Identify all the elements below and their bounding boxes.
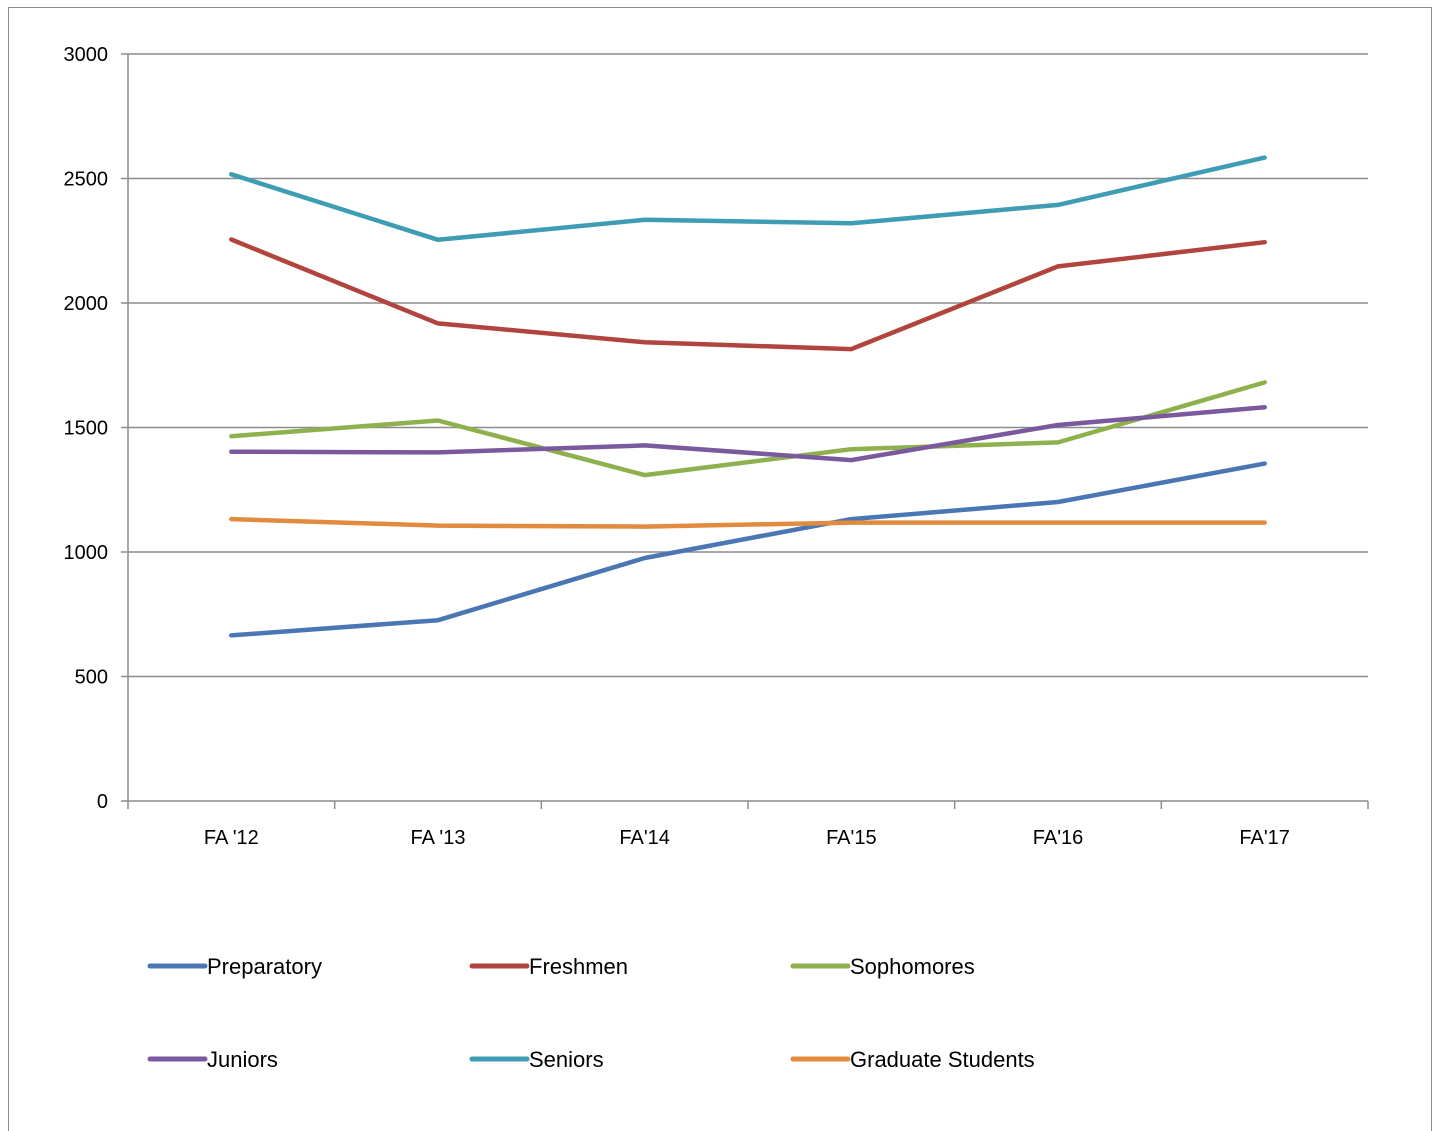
x-tick-label: FA '12	[204, 827, 259, 849]
legend-label: Sophomores	[850, 954, 975, 979]
series-lines	[229, 155, 1267, 638]
axes	[121, 53, 1369, 809]
series-line-preparatory	[229, 461, 1267, 638]
legend-item: Juniors	[147, 1047, 278, 1072]
y-tick-label: 1500	[64, 418, 109, 440]
y-tick-label: 500	[75, 667, 108, 689]
x-tick-label: FA '13	[411, 827, 466, 849]
series-line-juniors	[229, 405, 1267, 463]
legend-label: Freshmen	[529, 954, 628, 979]
legend: Preparatory Freshmen Sophomores Juniors Seni…	[147, 954, 1035, 1072]
series-line-sophomores	[229, 380, 1267, 478]
x-tick-label: FA'14	[619, 827, 670, 849]
chart-area	[8, 7, 1432, 1131]
x-tick-label: FA'17	[1239, 827, 1290, 849]
legend-label: Juniors	[207, 1047, 278, 1072]
legend-item: Freshmen	[469, 954, 628, 979]
legend-item: Preparatory	[147, 954, 322, 979]
legend-item: Graduate Students	[790, 1047, 1035, 1072]
legend-label: Graduate Students	[850, 1047, 1035, 1072]
legend-label: Preparatory	[207, 954, 322, 979]
x-tick-label: FA'16	[1033, 827, 1084, 849]
y-tick-label: 2500	[64, 169, 109, 191]
y-axis-tick-labels: 0 500 1000 1500 2000 2500 3000	[64, 44, 109, 813]
y-tick-label: 2000	[64, 293, 109, 315]
series-line-graduate-students	[229, 516, 1267, 529]
y-tick-label: 1000	[64, 542, 109, 564]
x-axis-tick-labels: FA '12 FA '13 FA'14 FA'15 FA'16 FA'17	[204, 827, 1290, 849]
legend-item: Sophomores	[790, 954, 975, 979]
gridlines	[128, 53, 1368, 678]
legend-label: Seniors	[529, 1047, 604, 1072]
x-tick-label: FA'15	[826, 827, 877, 849]
legend-item: Seniors	[469, 1047, 604, 1072]
series-line-seniors	[229, 155, 1267, 243]
y-tick-label: 0	[97, 791, 108, 813]
series-line-freshmen	[229, 237, 1267, 352]
y-tick-label: 3000	[64, 44, 109, 66]
